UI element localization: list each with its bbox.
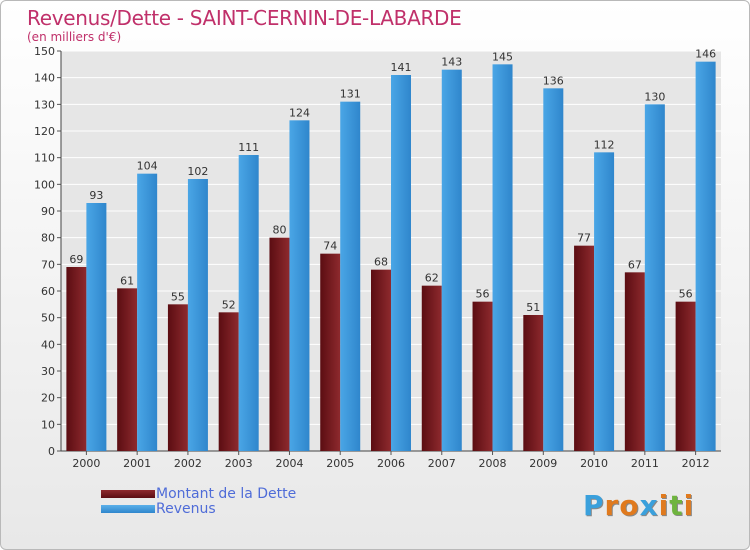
data-label-dette: 51 (526, 301, 540, 314)
legend-label-dette: Montant de la Dette (156, 486, 297, 502)
y-tick-label: 30 (41, 365, 55, 378)
bar-revenus (391, 75, 411, 451)
data-label-revenus: 141 (391, 61, 412, 74)
logo-letter: i (683, 489, 695, 522)
legend-swatch-dette (101, 490, 155, 498)
logo-letter: t (669, 489, 684, 522)
data-label-revenus: 124 (289, 106, 310, 119)
bar-revenus (441, 69, 462, 452)
data-label-dette: 80 (272, 224, 286, 237)
y-tick-label: 0 (48, 445, 55, 458)
data-label-dette: 74 (323, 240, 337, 253)
bar-revenus (543, 88, 564, 451)
x-tick-label: 2011 (631, 457, 659, 470)
data-label-dette: 62 (425, 272, 439, 285)
data-label-revenus: 145 (492, 50, 513, 63)
legend-label-revenus: Revenus (156, 501, 216, 517)
data-label-dette: 55 (171, 290, 185, 303)
data-label-revenus: 111 (238, 141, 259, 154)
data-label-revenus: 130 (644, 90, 665, 103)
data-label-dette: 69 (69, 253, 83, 266)
y-tick-label: 60 (41, 285, 55, 298)
y-tick-label: 80 (41, 232, 55, 245)
data-label-revenus: 102 (187, 165, 208, 178)
y-tick-label: 40 (41, 338, 55, 351)
logo-letter: P (583, 489, 605, 522)
chart-subtitle: (en milliers d'€) (27, 30, 122, 44)
y-tick-label: 130 (34, 98, 55, 111)
bar-dette (371, 269, 391, 451)
y-tick-label: 100 (34, 178, 55, 191)
bar-revenus (340, 101, 361, 452)
data-label-dette: 77 (577, 232, 591, 245)
bar-revenus (86, 203, 107, 451)
data-label-dette: 56 (679, 288, 693, 301)
x-tick-label: 2010 (580, 457, 608, 470)
data-label-dette: 52 (222, 298, 236, 311)
x-tick-label: 2008 (479, 457, 507, 470)
data-label-revenus: 112 (594, 138, 615, 151)
x-tick-label: 2009 (529, 457, 557, 470)
bar-revenus (695, 61, 716, 452)
bar-revenus (644, 104, 665, 451)
x-tick-label: 2006 (377, 457, 405, 470)
data-label-dette: 61 (120, 274, 134, 287)
bar-dette (66, 267, 87, 451)
x-tick-label: 2012 (682, 457, 710, 470)
bar-dette (320, 253, 341, 451)
logo-letter: r (604, 489, 620, 522)
logo-letter: o (619, 489, 640, 522)
bar-dette (269, 237, 290, 451)
data-label-dette: 56 (476, 288, 490, 301)
bar-revenus (492, 64, 513, 452)
data-label-revenus: 136 (543, 74, 564, 87)
bar-dette (624, 272, 645, 451)
x-tick-label: 2002 (174, 457, 202, 470)
logo-letter: i (658, 489, 670, 522)
bar-dette (117, 288, 138, 451)
bar-dette (472, 301, 493, 451)
legend-swatch-revenus (101, 505, 155, 513)
y-tick-label: 150 (34, 45, 55, 58)
bar-dette (675, 301, 696, 451)
bar-revenus (238, 155, 259, 451)
y-tick-label: 120 (34, 125, 55, 138)
chart-title: Revenus/Dette - SAINT-CERNIN-DE-LABARDE (27, 6, 462, 30)
bar-dette (421, 285, 442, 451)
data-label-revenus: 143 (441, 56, 462, 69)
x-tick-label: 2000 (72, 457, 100, 470)
bar-dette (218, 312, 239, 451)
data-label-revenus: 131 (340, 88, 361, 101)
y-tick-label: 110 (34, 152, 55, 165)
y-tick-label: 140 (34, 72, 55, 85)
bar-dette (574, 245, 595, 451)
x-tick-label: 2001 (123, 457, 151, 470)
x-tick-label: 2004 (275, 457, 303, 470)
proxiti-logo: Proxiti (583, 489, 694, 522)
y-tick-label: 50 (41, 312, 55, 325)
y-tick-label: 10 (41, 418, 55, 431)
bar-dette (523, 315, 544, 451)
data-label-dette: 67 (628, 258, 642, 271)
bar-dette (167, 304, 188, 451)
data-label-revenus: 146 (695, 48, 716, 61)
x-tick-label: 2003 (225, 457, 253, 470)
data-label-revenus: 93 (89, 189, 103, 202)
data-label-revenus: 104 (137, 160, 158, 173)
data-label-dette: 68 (374, 256, 388, 269)
bar-revenus (187, 179, 208, 451)
x-tick-label: 2005 (326, 457, 354, 470)
bar-revenus (289, 120, 310, 451)
bar-revenus (137, 173, 158, 451)
bar-revenus (594, 152, 615, 452)
logo-letter: x (639, 489, 659, 522)
y-tick-label: 70 (41, 258, 55, 271)
y-tick-label: 90 (41, 205, 55, 218)
x-tick-label: 2007 (428, 457, 456, 470)
y-tick-label: 20 (41, 392, 55, 405)
